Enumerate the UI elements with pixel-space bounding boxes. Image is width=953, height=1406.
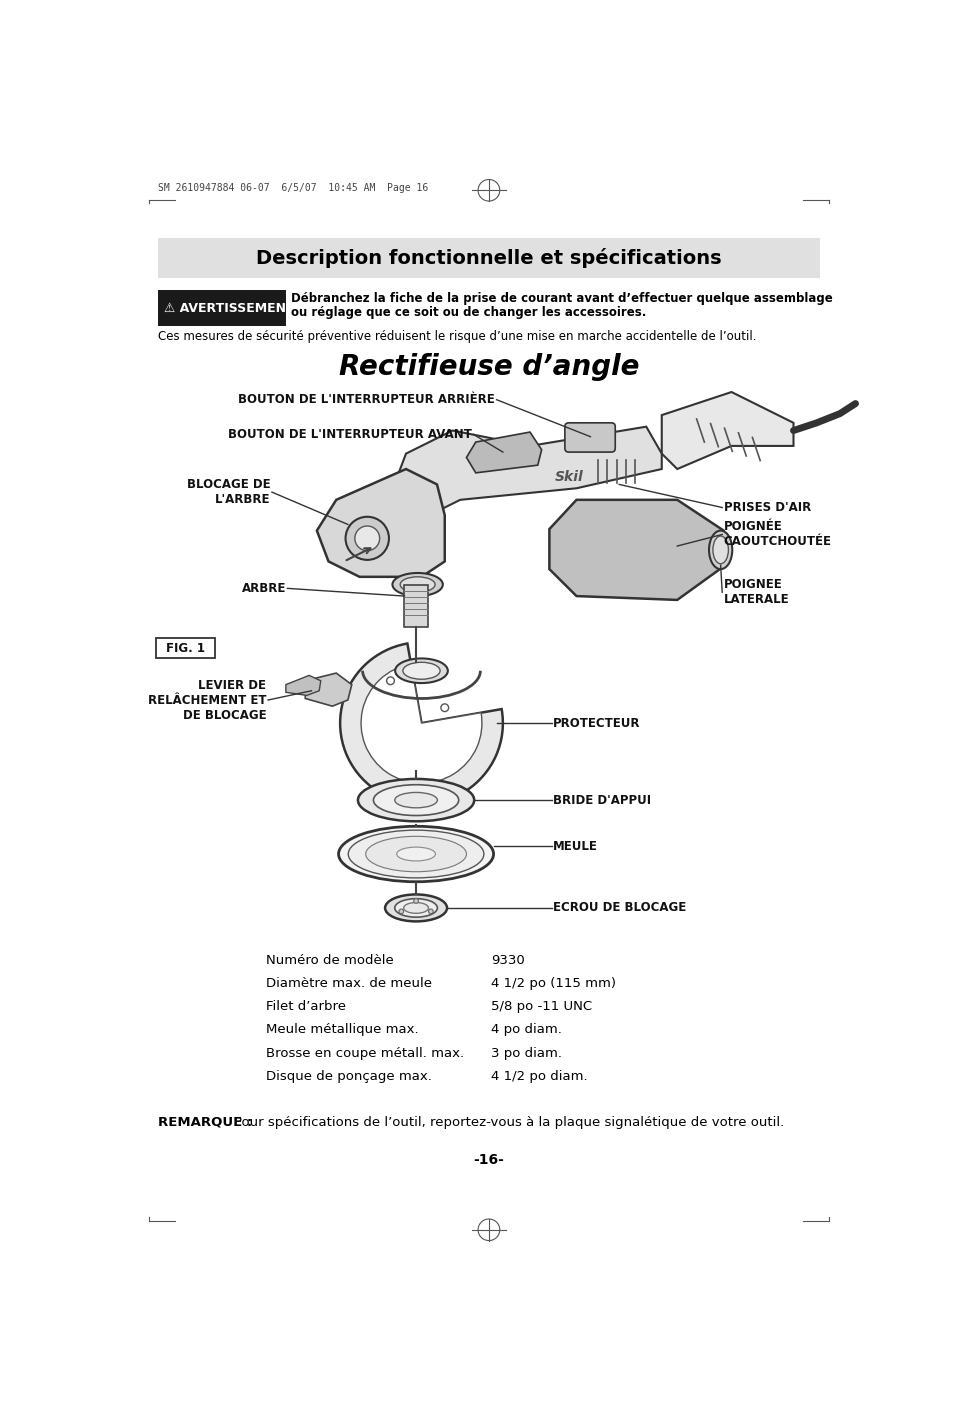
Text: -16-: -16-: [473, 1153, 504, 1167]
Polygon shape: [394, 426, 661, 523]
Text: ARBRE: ARBRE: [241, 582, 286, 595]
Text: BLOCAGE DE
L'ARBRE: BLOCAGE DE L'ARBRE: [187, 478, 270, 506]
Circle shape: [355, 526, 379, 551]
Ellipse shape: [348, 830, 483, 877]
Text: FIG. 1: FIG. 1: [166, 643, 205, 655]
Text: PROTECTEUR: PROTECTEUR: [553, 717, 640, 730]
Text: Numéro de modèle: Numéro de modèle: [266, 955, 394, 967]
Circle shape: [414, 898, 418, 903]
Ellipse shape: [395, 898, 436, 917]
Ellipse shape: [395, 658, 447, 683]
Text: LEVIER DE
RELÂCHEMENT ET
DE BLOCAGE: LEVIER DE RELÂCHEMENT ET DE BLOCAGE: [148, 679, 266, 721]
Text: MEULE: MEULE: [553, 839, 598, 853]
Text: Filet d’arbre: Filet d’arbre: [266, 1000, 346, 1014]
Text: REMARQUE :: REMARQUE :: [158, 1116, 252, 1129]
Polygon shape: [286, 675, 320, 696]
Text: Disque de ponçage max.: Disque de ponçage max.: [266, 1070, 432, 1083]
Text: BOUTON DE L'INTERRUPTEUR AVANT: BOUTON DE L'INTERRUPTEUR AVANT: [228, 427, 472, 441]
Circle shape: [428, 910, 433, 914]
Text: ⚠ AVERTISSEMENT: ⚠ AVERTISSEMENT: [164, 302, 294, 315]
Ellipse shape: [399, 576, 435, 592]
Text: 4 1/2 po diam.: 4 1/2 po diam.: [491, 1070, 587, 1083]
Circle shape: [386, 676, 394, 685]
Polygon shape: [661, 392, 793, 470]
Polygon shape: [549, 499, 723, 600]
Ellipse shape: [392, 574, 442, 596]
Ellipse shape: [357, 779, 474, 821]
Text: Skil: Skil: [554, 470, 582, 484]
Text: 9330: 9330: [491, 955, 524, 967]
Text: 3 po diam.: 3 po diam.: [491, 1046, 561, 1060]
Polygon shape: [466, 432, 541, 472]
Ellipse shape: [396, 846, 435, 860]
Ellipse shape: [708, 530, 732, 569]
Text: SM 2610947884 06-07  6/5/07  10:45 AM  Page 16: SM 2610947884 06-07 6/5/07 10:45 AM Page…: [158, 183, 428, 193]
Text: ou réglage que ce soit ou de changer les accessoires.: ou réglage que ce soit ou de changer les…: [291, 305, 646, 319]
Ellipse shape: [403, 903, 428, 914]
Circle shape: [440, 704, 448, 711]
Ellipse shape: [395, 793, 436, 808]
Text: Débranchez la fiche de la prise de courant avant d’effectuer quelque assemblage: Débranchez la fiche de la prise de coura…: [291, 292, 832, 305]
FancyBboxPatch shape: [564, 423, 615, 453]
FancyBboxPatch shape: [158, 291, 286, 326]
Text: BRIDE D'APPUI: BRIDE D'APPUI: [553, 793, 651, 807]
Polygon shape: [316, 470, 444, 576]
Text: 4 po diam.: 4 po diam.: [491, 1024, 561, 1036]
Text: Diamètre max. de meule: Diamètre max. de meule: [266, 977, 432, 990]
Text: Rectifieuse d’angle: Rectifieuse d’angle: [338, 353, 639, 381]
Text: BOUTON DE L'INTERRUPTEUR ARRIÈRE: BOUTON DE L'INTERRUPTEUR ARRIÈRE: [238, 394, 495, 406]
Text: Pour spécifications de l’outil, reportez-vous à la plaque signalétique de votre : Pour spécifications de l’outil, reportez…: [233, 1116, 783, 1129]
Text: 4 1/2 po (115 mm): 4 1/2 po (115 mm): [491, 977, 616, 990]
Ellipse shape: [365, 837, 466, 872]
FancyBboxPatch shape: [156, 638, 215, 658]
Text: POIGNEE
LATERALE: POIGNEE LATERALE: [723, 578, 788, 606]
Ellipse shape: [338, 827, 493, 882]
FancyBboxPatch shape: [158, 238, 819, 278]
Ellipse shape: [373, 785, 458, 815]
Polygon shape: [305, 673, 352, 706]
Circle shape: [398, 910, 403, 914]
Ellipse shape: [402, 662, 439, 679]
Circle shape: [345, 517, 389, 560]
Wedge shape: [340, 644, 502, 804]
FancyBboxPatch shape: [404, 585, 427, 627]
Text: PRISES D'AIR: PRISES D'AIR: [723, 501, 810, 515]
Text: Meule métallique max.: Meule métallique max.: [266, 1024, 418, 1036]
Text: Description fonctionnelle et spécifications: Description fonctionnelle et spécificati…: [255, 247, 721, 269]
Text: 5/8 po -11 UNC: 5/8 po -11 UNC: [491, 1000, 592, 1014]
Text: ECROU DE BLOCAGE: ECROU DE BLOCAGE: [553, 901, 686, 914]
Ellipse shape: [385, 894, 447, 921]
Text: Brosse en coupe métall. max.: Brosse en coupe métall. max.: [266, 1046, 464, 1060]
Text: POIGNÉE
CAOUTCHOUTÉE: POIGNÉE CAOUTCHOUTÉE: [723, 520, 831, 548]
Wedge shape: [360, 664, 481, 783]
Text: Ces mesures de sécurité préventive réduisent le risque d’une mise en marche acci: Ces mesures de sécurité préventive rédui…: [158, 330, 756, 343]
Ellipse shape: [712, 536, 728, 564]
